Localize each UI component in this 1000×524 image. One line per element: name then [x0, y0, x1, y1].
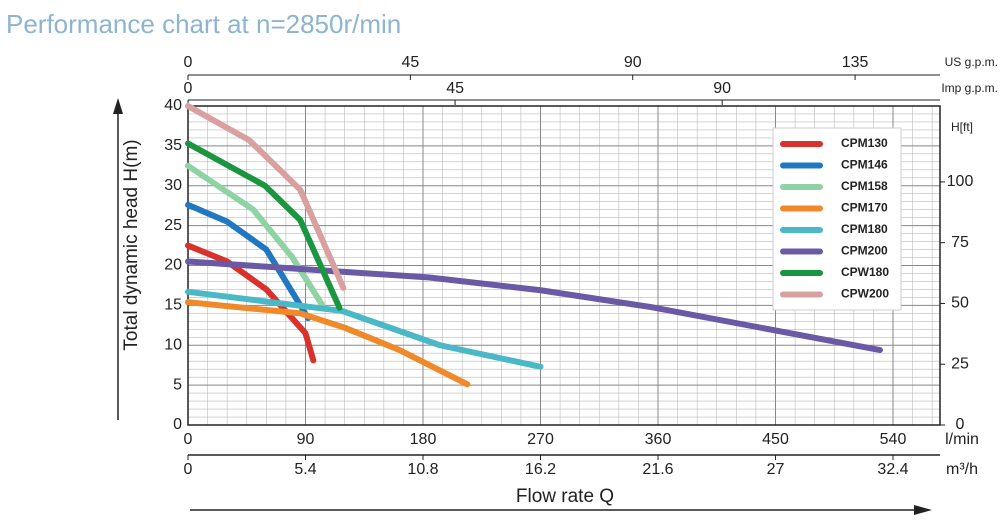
y-tick-label: 20: [164, 257, 182, 274]
tick-label: 90: [624, 54, 642, 71]
arrow-head: [113, 98, 123, 114]
series-line: [185, 201, 312, 322]
y-tick-label: 25: [164, 217, 182, 234]
y-tick-label: 35: [164, 137, 182, 154]
y-tick-label: 15: [164, 297, 182, 314]
tick-label: 21.6: [642, 461, 673, 478]
chart-title: Performance chart at n=2850r/min: [6, 9, 401, 39]
arrow-head: [914, 505, 932, 515]
legend-label: CPM180: [841, 222, 888, 236]
tick-label: 10.8: [407, 461, 438, 478]
x-tick-label: 90: [297, 431, 315, 448]
series-line: [185, 288, 544, 370]
series-line: [185, 299, 471, 388]
tick-label: 25: [951, 355, 969, 372]
y-tick-label: 0: [173, 416, 182, 433]
x-axis-label: Flow rate Q: [516, 486, 614, 507]
tick-label: 90: [713, 80, 731, 97]
tick-label: 16.2: [525, 461, 556, 478]
x-tick-label: 540: [880, 431, 907, 448]
axis-unit-label: H[ft]: [951, 120, 973, 134]
legend-box: [772, 127, 902, 311]
y-axis-label: Total dynamic head H(m): [121, 139, 142, 350]
axis-unit-label: Imp g.p.m.: [941, 81, 998, 95]
axis-unit-label: m³/h: [946, 461, 978, 478]
series-line: [185, 103, 347, 291]
legend-label: CPW180: [841, 265, 889, 279]
y-tick-label: 10: [164, 336, 182, 353]
x-tick-label: 0: [184, 431, 193, 448]
y-tick-label: 40: [164, 97, 182, 114]
tick-label: 75: [951, 234, 969, 251]
tick-label: 5.4: [294, 461, 316, 478]
legend-label: CPM146: [841, 158, 888, 172]
x-tick-label: 450: [762, 431, 789, 448]
legend-label: CPW200: [841, 287, 889, 301]
axis-unit-label: US g.p.m.: [945, 55, 998, 69]
x-unit-label: l/min: [945, 431, 979, 448]
legend-label: CPM130: [841, 136, 888, 150]
tick-label: 135: [842, 54, 869, 71]
y-tick-label: 5: [173, 376, 182, 393]
tick-label: 27: [767, 461, 785, 478]
tick-label: 0: [184, 80, 193, 97]
tick-label: 45: [401, 54, 419, 71]
series-line: [185, 162, 326, 309]
tick-label: 100: [947, 173, 974, 190]
tick-label: 0: [184, 54, 193, 71]
series-line: [185, 258, 883, 354]
tick-label: 50: [951, 295, 969, 312]
x-tick-label: 180: [410, 431, 437, 448]
legend-label: CPM158: [841, 179, 888, 193]
x-tick-label: 270: [527, 431, 554, 448]
tick-label: 0: [956, 416, 965, 433]
tick-label: 32.4: [877, 461, 908, 478]
legend-label: CPM170: [841, 201, 888, 215]
x-tick-label: 360: [645, 431, 672, 448]
series-line: [185, 140, 343, 311]
series-line: [185, 242, 317, 364]
tick-label: 45: [446, 80, 464, 97]
tick-label: 0: [184, 461, 193, 478]
legend-label: CPM200: [841, 244, 888, 258]
y-tick-label: 30: [164, 177, 182, 194]
plot-frame: [187, 105, 941, 426]
